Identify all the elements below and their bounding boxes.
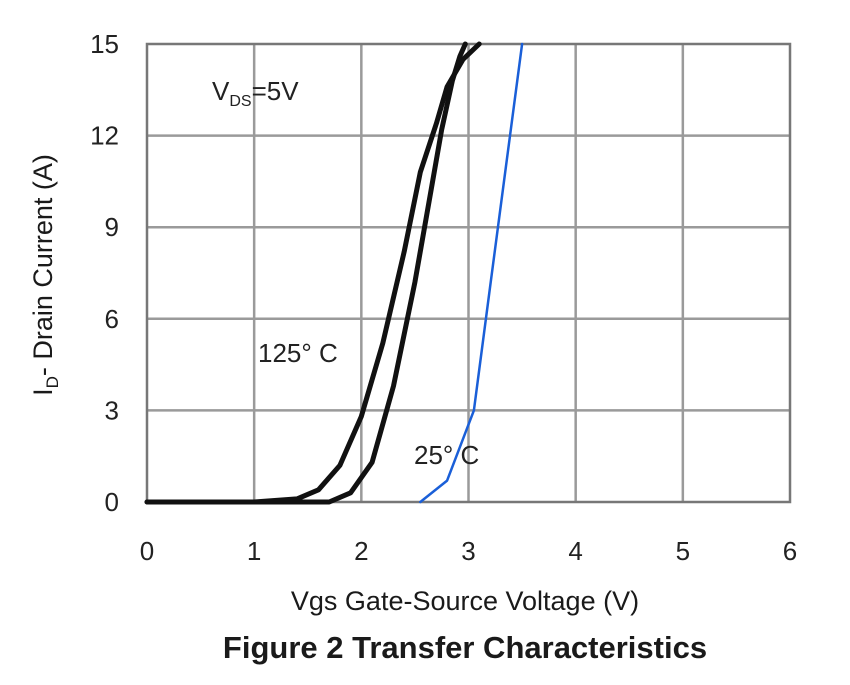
series-line-0	[144, 41, 482, 505]
x-tick-label-3: 3	[461, 536, 475, 566]
series-label-125c: 125° C	[258, 338, 338, 368]
x-tick-label-2: 2	[354, 536, 368, 566]
x-tick-label-4: 4	[568, 536, 582, 566]
y-tick-label-3: 9	[105, 212, 119, 242]
y-tick-label-1: 3	[105, 395, 119, 425]
y-tick-label-4: 12	[90, 121, 119, 151]
x-tick-labels: 0 1 2 3 4 5 6	[140, 536, 797, 566]
x-tick-label-1: 1	[247, 536, 261, 566]
chart-grid	[147, 44, 790, 502]
y-tick-label-2: 6	[105, 304, 119, 334]
y-axis-title: ID- Drain Current (A)	[28, 154, 62, 396]
y-tick-label-5: 15	[90, 29, 119, 59]
figure-title: Figure 2 Transfer Characteristics	[223, 630, 707, 665]
y-tick-labels: 0 3 6 9 12 15	[90, 29, 119, 517]
x-tick-label-6: 6	[783, 536, 797, 566]
series-line-1	[144, 41, 468, 505]
x-axis-title: Vgs Gate-Source Voltage (V)	[291, 586, 639, 616]
plot-frame	[145, 42, 792, 504]
x-tick-label-5: 5	[676, 536, 690, 566]
vds-condition-label: VDS=5V	[212, 76, 299, 110]
series-label-25c: 25° C	[414, 440, 479, 470]
series-line-2	[419, 42, 524, 504]
y-tick-label-0: 0	[105, 487, 119, 517]
x-tick-label-0: 0	[140, 536, 154, 566]
series-layer	[144, 41, 524, 505]
